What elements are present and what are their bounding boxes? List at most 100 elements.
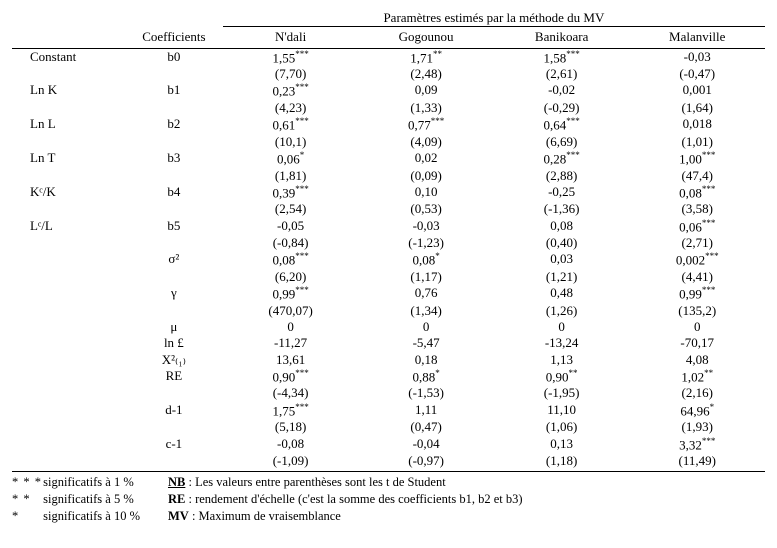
tstat-cell: (1,34) (358, 303, 494, 319)
footnotes-definitions: NB : Les valeurs entre parenthèses sont … (168, 474, 523, 525)
footnote-sig: * * * significatifs à 1 % (12, 474, 140, 491)
footnotes-significance: * * * significatifs à 1 %* * significati… (12, 474, 140, 525)
estimate-cell: 0 (494, 319, 630, 335)
tstat-cell: (2,61) (494, 66, 630, 82)
table-row-tstat: (470,07)(1,34)(1,26)(135,2) (12, 303, 765, 319)
tstat-cell: (5,18) (223, 419, 359, 435)
row-label (12, 335, 125, 351)
tstat-cell: (0,40) (494, 235, 630, 251)
tstat-cell: (4,23) (223, 100, 359, 116)
estimate-cell: -0,02 (494, 82, 630, 100)
tstat-cell: (6,20) (223, 269, 359, 285)
table-row: Ln Lb20,61***0,77***0,64***0,018 (12, 116, 765, 134)
table-row-tstat: (-1,09)(-0,97)(1,18)(11,49) (12, 453, 765, 469)
tstat-cell: (2,16) (629, 385, 765, 401)
tstat-cell: (4,09) (358, 134, 494, 150)
estimate-cell: 1,75*** (223, 402, 359, 420)
table-row-tstat: (1,81)(0,09)(2,88)(47,4) (12, 168, 765, 184)
estimate-cell: 0,002*** (629, 251, 765, 269)
tstat-cell: (47,4) (629, 168, 765, 184)
estimate-cell: 0,23*** (223, 82, 359, 100)
estimate-cell: 11,10 (494, 402, 630, 420)
estimate-cell: 0,76 (358, 285, 494, 303)
tstat-cell: (-0,97) (358, 453, 494, 469)
tstat-cell: (1,06) (494, 419, 630, 435)
tstat-cell: (2,54) (223, 201, 359, 217)
estimate-cell: -0,03 (629, 48, 765, 66)
estimate-cell: 13,61 (223, 352, 359, 368)
estimate-cell: 1,13 (494, 352, 630, 368)
table-row-tstat: (6,20)(1,17)(1,21)(4,41) (12, 269, 765, 285)
estimate-cell: -0,03 (358, 218, 494, 236)
row-coef: d-1 (125, 402, 223, 420)
estimate-cell: 0,99*** (629, 285, 765, 303)
tstat-cell: (-0,47) (629, 66, 765, 82)
estimate-cell: -5,47 (358, 335, 494, 351)
estimate-cell: 0 (223, 319, 359, 335)
tstat-cell: (-0,29) (494, 100, 630, 116)
estimate-cell: 0,08*** (223, 251, 359, 269)
row-label: Constant (12, 48, 125, 66)
estimate-cell: 3,32*** (629, 436, 765, 454)
row-label (12, 436, 125, 454)
estimate-cell: 0,06*** (629, 218, 765, 236)
estimate-cell: 0,99*** (223, 285, 359, 303)
estimate-cell: 0,10 (358, 184, 494, 202)
tstat-cell: (6,69) (494, 134, 630, 150)
tstat-cell: (1,18) (494, 453, 630, 469)
estimate-cell: -70,17 (629, 335, 765, 351)
estimate-cell: 0,28*** (494, 150, 630, 168)
tstat-cell: (2,88) (494, 168, 630, 184)
footnote-def: MV : Maximum de vraisemblance (168, 508, 523, 525)
estimate-cell: 0,61*** (223, 116, 359, 134)
table-row-tstat: (10,1)(4,09)(6,69)(1,01) (12, 134, 765, 150)
tstat-cell: (0,47) (358, 419, 494, 435)
estimate-cell: 0,08*** (629, 184, 765, 202)
tstat-cell: (-4,34) (223, 385, 359, 401)
coefficients-header: Coefficients (125, 27, 223, 48)
estimate-cell: 1,00*** (629, 150, 765, 168)
tstat-cell: (7,70) (223, 66, 359, 82)
tstat-cell: (0,09) (358, 168, 494, 184)
estimate-cell: 64,96* (629, 402, 765, 420)
estimate-cell: 0,90*** (223, 368, 359, 386)
estimate-cell: 0,09 (358, 82, 494, 100)
estimate-cell: -0,08 (223, 436, 359, 454)
estimate-cell: 0,03 (494, 251, 630, 269)
table-row: c-1-0,08-0,040,133,32*** (12, 436, 765, 454)
footnotes: * * * significatifs à 1 %* * significati… (12, 471, 765, 525)
estimate-cell: 0,13 (494, 436, 630, 454)
tstat-cell: (2,71) (629, 235, 765, 251)
table-row-tstat: (-4,34)(-1,53)(-1,95)(2,16) (12, 385, 765, 401)
row-label: Lᶜ/L (12, 218, 125, 236)
estimate-cell: 0 (358, 319, 494, 335)
table-row: σ²0,08***0,08*0,030,002*** (12, 251, 765, 269)
estimate-cell: 1,02** (629, 368, 765, 386)
table-body: Constantb01,55***1,71**1,58***-0,03(7,70… (12, 48, 765, 469)
tstat-cell: (0,53) (358, 201, 494, 217)
tstat-cell: (3,58) (629, 201, 765, 217)
table-row: X²₍₁₎13,610,181,134,08 (12, 352, 765, 368)
tstat-cell: (1,21) (494, 269, 630, 285)
estimate-cell: 0 (629, 319, 765, 335)
estimate-cell: -0,25 (494, 184, 630, 202)
table-row: RE0,90***0,88*0,90**1,02** (12, 368, 765, 386)
estimate-cell: -13,24 (494, 335, 630, 351)
estimate-cell: 0,06* (223, 150, 359, 168)
row-coef: b2 (125, 116, 223, 134)
estimate-cell: 0,02 (358, 150, 494, 168)
estimate-cell: -11,27 (223, 335, 359, 351)
table-row: Constantb01,55***1,71**1,58***-0,03 (12, 48, 765, 66)
estimate-cell: 0,90** (494, 368, 630, 386)
row-label: Ln T (12, 150, 125, 168)
row-coef: b4 (125, 184, 223, 202)
row-coef: c-1 (125, 436, 223, 454)
site-header-0: N'dali (223, 27, 359, 48)
table-row-tstat: (5,18)(0,47)(1,06)(1,93) (12, 419, 765, 435)
row-coef: X²₍₁₎ (125, 352, 223, 368)
estimate-cell: 0,77*** (358, 116, 494, 134)
table-row: d-11,75***1,1111,1064,96* (12, 402, 765, 420)
estimate-cell: 0,39*** (223, 184, 359, 202)
row-label (12, 251, 125, 269)
table-row: Ln Tb30,06*0,020,28***1,00*** (12, 150, 765, 168)
